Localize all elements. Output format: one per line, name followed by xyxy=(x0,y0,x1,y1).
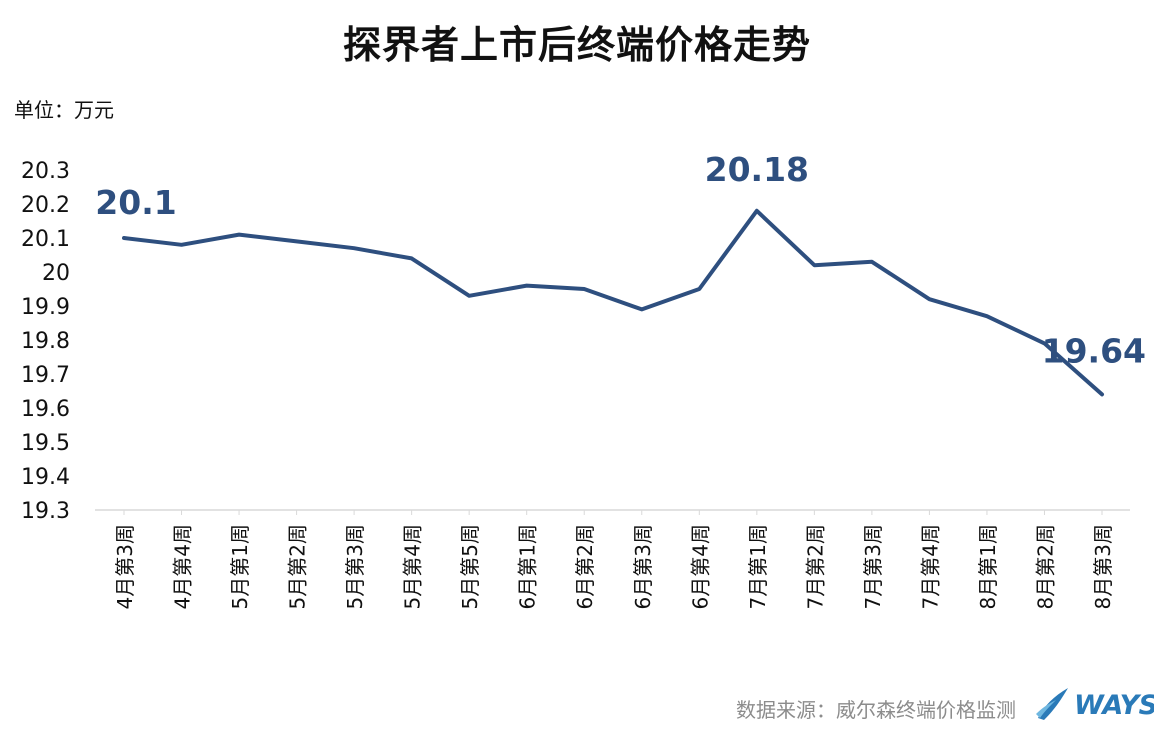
y-tick-label: 19.9 xyxy=(21,295,70,320)
x-tick-label: 8月第2周 xyxy=(1033,524,1057,609)
x-tick-label: 6月第4周 xyxy=(688,524,712,609)
y-tick-label: 20 xyxy=(42,261,70,286)
y-tick-label: 19.7 xyxy=(21,363,70,388)
x-axis-ticks: 4月第3周 4月第4周 5月第1周 5月第2周 5月第3周 5月第4周 5月第5周 6月第1周… xyxy=(113,510,1115,609)
unit-label: 单位：万元 xyxy=(14,98,114,122)
y-tick-label: 20.3 xyxy=(21,159,70,184)
x-tick-label: 5月第5周 xyxy=(458,524,482,609)
x-tick-label: 7月第4周 xyxy=(918,524,942,609)
data-label: 20.18 xyxy=(705,150,809,189)
data-annotations: 20.1 20.18 19.64 xyxy=(95,150,1146,371)
ways-logo: WAYS xyxy=(1034,682,1154,726)
price-series-line xyxy=(122,208,1104,397)
ways-logo-icon xyxy=(1036,688,1068,720)
y-tick-label: 19.5 xyxy=(21,431,70,456)
y-tick-label: 20.2 xyxy=(21,193,70,218)
x-tick-label: 7月第2周 xyxy=(803,524,827,609)
x-tick-label: 5月第2周 xyxy=(286,524,310,609)
line-chart: 19.3 19.4 19.5 19.6 19.7 19.8 19.9 20 20.1 20.2 20… xyxy=(21,150,1146,610)
x-tick-label: 7月第3周 xyxy=(861,524,885,609)
x-tick-label: 5月第4周 xyxy=(401,524,425,609)
x-tick-label: 5月第3周 xyxy=(343,524,367,609)
data-source: 数据来源：威尔森终端价格监测 xyxy=(736,698,1016,722)
x-tick-label: 8月第1周 xyxy=(976,524,1000,609)
y-tick-label: 19.3 xyxy=(21,499,70,524)
y-axis-ticks: 19.3 19.4 19.5 19.6 19.7 19.8 19.9 20 20.1 20.2 20… xyxy=(21,159,70,524)
x-tick-label: 8月第3周 xyxy=(1091,524,1115,609)
x-tick-label: 5月第1周 xyxy=(228,524,252,609)
x-tick-label: 6月第1周 xyxy=(516,524,540,609)
chart-title: 探界者上市后终端价格走势 xyxy=(342,23,811,67)
x-tick-label: 4月第3周 xyxy=(113,524,137,609)
data-label: 20.1 xyxy=(95,183,176,222)
data-label: 19.64 xyxy=(1042,331,1146,370)
y-tick-label: 19.8 xyxy=(21,329,70,354)
y-tick-label: 19.4 xyxy=(21,465,70,490)
x-tick-label: 6月第2周 xyxy=(573,524,597,609)
x-tick-label: 6月第3周 xyxy=(631,524,655,609)
x-tick-label: 4月第4周 xyxy=(171,524,195,609)
y-tick-label: 19.6 xyxy=(21,397,70,422)
logo-text: WAYS xyxy=(1074,690,1154,721)
x-tick-label: 7月第1周 xyxy=(746,524,770,609)
y-tick-label: 20.1 xyxy=(21,227,70,252)
